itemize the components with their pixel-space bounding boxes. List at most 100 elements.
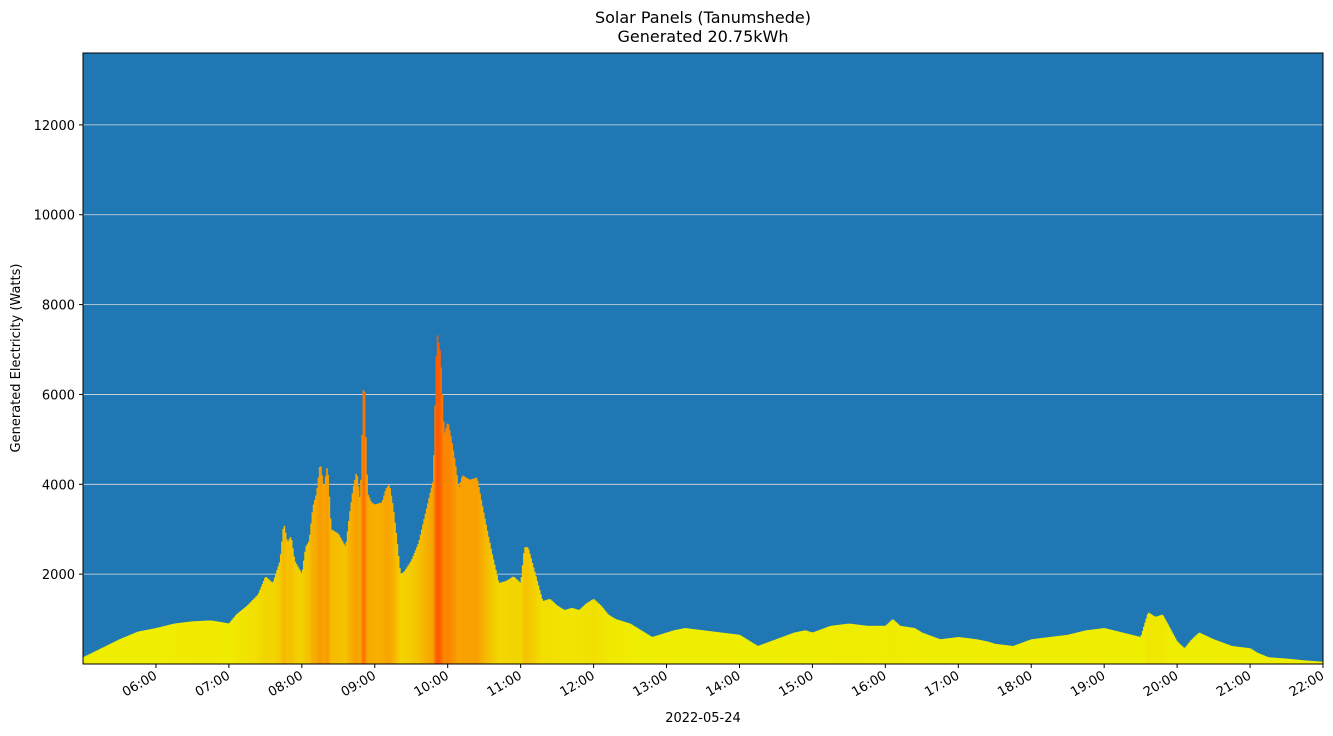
bar — [227, 623, 230, 664]
bar — [621, 621, 624, 664]
bar — [927, 635, 930, 664]
bar — [1245, 647, 1247, 664]
bar — [416, 547, 418, 664]
bar — [479, 493, 481, 664]
bar — [279, 554, 282, 664]
bar — [1160, 615, 1162, 664]
bar — [698, 629, 700, 664]
bar — [882, 625, 885, 664]
bar — [451, 443, 453, 664]
bar — [580, 608, 582, 664]
bar — [379, 502, 382, 664]
bar — [1100, 628, 1103, 664]
bar — [1188, 643, 1190, 664]
bar — [1141, 630, 1144, 664]
bar — [650, 636, 653, 664]
bar — [858, 624, 861, 664]
bar — [647, 634, 649, 664]
bar — [779, 637, 782, 664]
bar — [936, 638, 939, 664]
bar — [1102, 628, 1105, 664]
bar — [86, 655, 89, 664]
bar — [1309, 660, 1312, 664]
bar — [172, 623, 175, 664]
bar — [107, 644, 109, 664]
bar — [617, 620, 620, 664]
bar — [232, 618, 235, 664]
bar — [1094, 629, 1097, 664]
bar — [231, 619, 233, 664]
y-axis: 2000 4000 6000 8000 10000 12000 — [34, 119, 83, 583]
bar — [808, 631, 811, 664]
bar — [1127, 633, 1129, 664]
bar — [1307, 660, 1309, 664]
bar — [1155, 616, 1157, 664]
bar — [1279, 658, 1281, 664]
bar — [558, 606, 560, 664]
bar — [788, 634, 790, 664]
bar — [1061, 635, 1064, 664]
bar — [1004, 645, 1007, 664]
bar — [763, 643, 766, 664]
bar — [1085, 630, 1088, 664]
bar — [773, 639, 776, 664]
x-tick-label: 18:00 — [995, 668, 1035, 700]
bar — [1222, 642, 1224, 664]
bar — [177, 623, 180, 664]
bar — [1296, 659, 1298, 664]
bar — [482, 512, 485, 664]
bar — [119, 639, 122, 664]
bar — [1022, 642, 1025, 664]
bar — [543, 600, 546, 664]
bar — [303, 560, 305, 664]
bar — [1268, 657, 1270, 664]
bar — [1107, 629, 1110, 664]
bar — [145, 630, 147, 664]
bar — [1181, 646, 1184, 664]
bar — [360, 479, 362, 664]
bar — [1034, 638, 1037, 664]
bar — [1203, 635, 1206, 664]
bar — [1280, 658, 1283, 664]
bar — [620, 620, 622, 664]
bar — [259, 589, 261, 664]
bar — [566, 609, 569, 664]
bar — [809, 631, 812, 664]
bar — [587, 602, 590, 664]
bar — [126, 635, 129, 664]
bar — [655, 635, 658, 664]
bar — [1109, 629, 1111, 664]
bar — [1088, 629, 1090, 664]
bar — [941, 639, 943, 664]
bar — [723, 632, 726, 664]
bar — [949, 638, 952, 664]
bar — [662, 633, 665, 664]
bar — [498, 582, 501, 664]
bar — [1248, 648, 1251, 664]
bar — [1036, 638, 1038, 664]
bar-series — [83, 335, 1324, 664]
bar — [1240, 647, 1242, 664]
bar — [365, 437, 367, 664]
bar — [402, 572, 405, 664]
bar — [430, 487, 433, 664]
bar — [1145, 618, 1148, 664]
bar — [361, 434, 364, 664]
bar — [1104, 628, 1106, 664]
y-tick-label: 6000 — [42, 388, 75, 403]
bar — [908, 627, 911, 664]
bar — [1320, 661, 1323, 664]
bar — [664, 633, 666, 664]
bar — [131, 633, 134, 664]
bar — [865, 625, 868, 664]
bar — [772, 640, 774, 664]
bar — [348, 520, 350, 664]
bar — [276, 570, 278, 664]
bar — [222, 622, 225, 664]
bar — [751, 642, 754, 664]
bar — [1064, 635, 1066, 664]
bar — [715, 631, 717, 664]
bar — [118, 639, 120, 664]
bar — [261, 583, 264, 664]
bar — [739, 635, 742, 664]
